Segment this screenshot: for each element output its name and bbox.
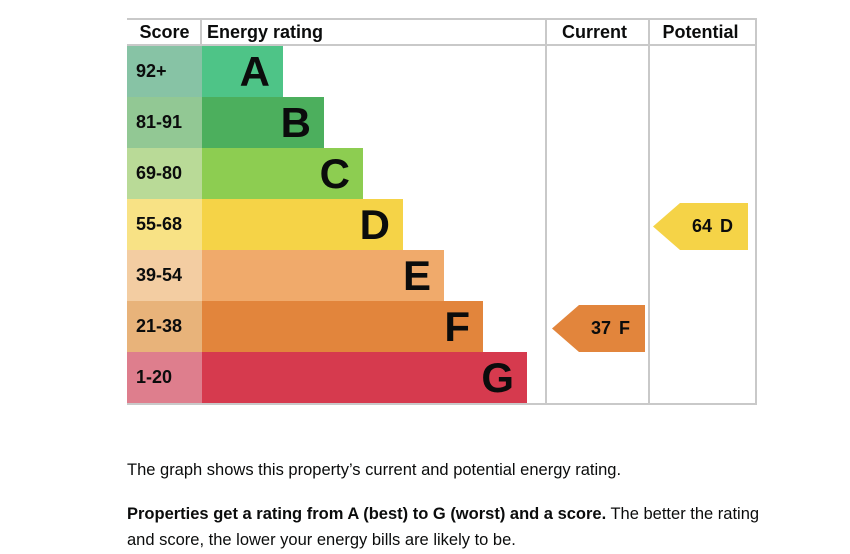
band-row-g: 1-20 G xyxy=(127,352,755,403)
potential-column-left-divider xyxy=(648,18,650,405)
band-letter: B xyxy=(280,98,311,146)
rating-description-bold: Properties get a rating from A (best) to… xyxy=(127,504,607,523)
graph-right-border xyxy=(755,18,757,405)
header-energy-rating: Energy rating xyxy=(207,21,324,42)
header-potential: Potential xyxy=(662,21,739,42)
header-divider-line xyxy=(127,44,757,46)
band-bar-c: C xyxy=(202,148,363,199)
current-column-left-divider xyxy=(545,18,547,405)
graph-top-border xyxy=(127,18,757,20)
score-column-divider xyxy=(200,18,202,46)
band-score-range: 21-38 xyxy=(127,301,202,352)
band-score-range: 39-54 xyxy=(127,250,202,301)
rating-description: Properties get a rating from A (best) to… xyxy=(127,501,772,554)
band-bar-a: A xyxy=(202,46,283,97)
band-letter: E xyxy=(402,251,431,299)
band-score-range: 92+ xyxy=(127,46,202,97)
graph-caption: The graph shows this property’s current … xyxy=(127,460,622,479)
current-score: 37 xyxy=(590,318,612,338)
band-bar-d: D xyxy=(202,199,403,250)
header-current: Current xyxy=(561,21,627,42)
band-bar-g: G xyxy=(202,352,527,403)
band-score-range: 1-20 xyxy=(127,352,202,403)
band-bar-b: B xyxy=(202,97,324,148)
header-score: Score xyxy=(139,21,190,42)
band-bar-e: E xyxy=(202,250,444,301)
graph-bottom-border xyxy=(127,403,757,405)
band-row-e: 39-54 E xyxy=(127,250,755,301)
band-score-range: 55-68 xyxy=(127,199,202,250)
rating-bands: 92+ A 81-91 B 69-80 C 55-68 D 39-54 E 21… xyxy=(127,46,755,403)
band-row-d: 55-68 D xyxy=(127,199,755,250)
band-letter: F xyxy=(444,302,470,350)
band-bar-f: F xyxy=(202,301,483,352)
band-letter: A xyxy=(239,47,270,95)
potential-score: 64 xyxy=(691,216,713,236)
epc-rating-graph: Score Energy rating Current Potential 92… xyxy=(127,18,757,405)
band-row-f: 21-38 F xyxy=(127,301,755,352)
current-letter: F xyxy=(619,318,631,338)
band-letter: D xyxy=(359,200,390,248)
potential-letter: D xyxy=(720,216,734,236)
band-score-range: 81-91 xyxy=(127,97,202,148)
rating-description-rest: The better the rating and score, the low… xyxy=(127,504,760,550)
band-letter: C xyxy=(319,149,350,197)
band-row-b: 81-91 B xyxy=(127,97,755,148)
band-row-c: 69-80 C xyxy=(127,148,755,199)
band-letter: G xyxy=(481,353,514,401)
band-row-a: 92+ A xyxy=(127,46,755,97)
graph-header-row: Score Energy rating Current Potential xyxy=(127,20,755,44)
band-score-range: 69-80 xyxy=(127,148,202,199)
